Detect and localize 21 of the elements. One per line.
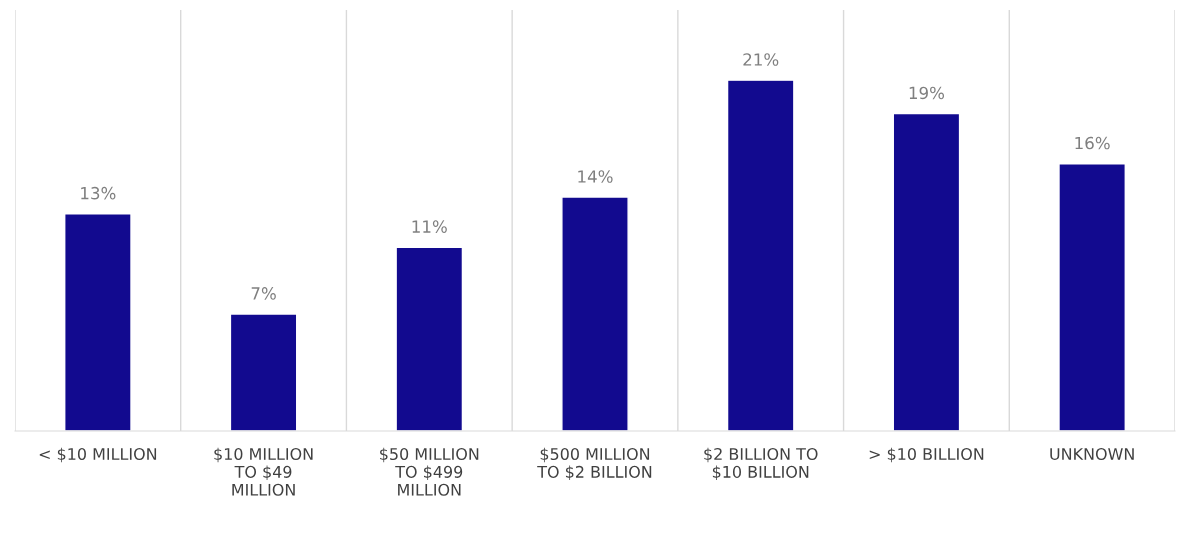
- x-tick-label: $500 MILLION TO $2 BILLION: [537, 447, 652, 481]
- x-tick-label: UNKNOWN: [1050, 447, 1134, 461]
- data-label: 19%: [909, 86, 945, 100]
- bar: [64, 213, 132, 431]
- data-label: 13%: [81, 186, 116, 200]
- x-tick-label: < $10 MILLION: [39, 447, 157, 463]
- data-label: 16%: [1075, 136, 1110, 150]
- bar: [395, 246, 464, 431]
- bar: [1058, 163, 1126, 431]
- bar: [726, 79, 795, 431]
- bar: [892, 112, 961, 431]
- data-label: 11%: [412, 220, 447, 233]
- x-tick-label: $10 MILLION TO $49 MILLION: [214, 447, 313, 496]
- bar: [229, 313, 298, 431]
- data-label: 14%: [578, 170, 613, 183]
- data-label: 21%: [743, 53, 779, 66]
- x-tick-label: $2 BILLION TO $10 BILLION: [704, 447, 818, 481]
- data-label: 7%: [251, 287, 276, 300]
- x-tick-label: > $10 BILLION: [869, 447, 984, 463]
- bar: [561, 196, 629, 431]
- x-tick-label: $50 MILLION TO $499 MILLION: [380, 447, 479, 496]
